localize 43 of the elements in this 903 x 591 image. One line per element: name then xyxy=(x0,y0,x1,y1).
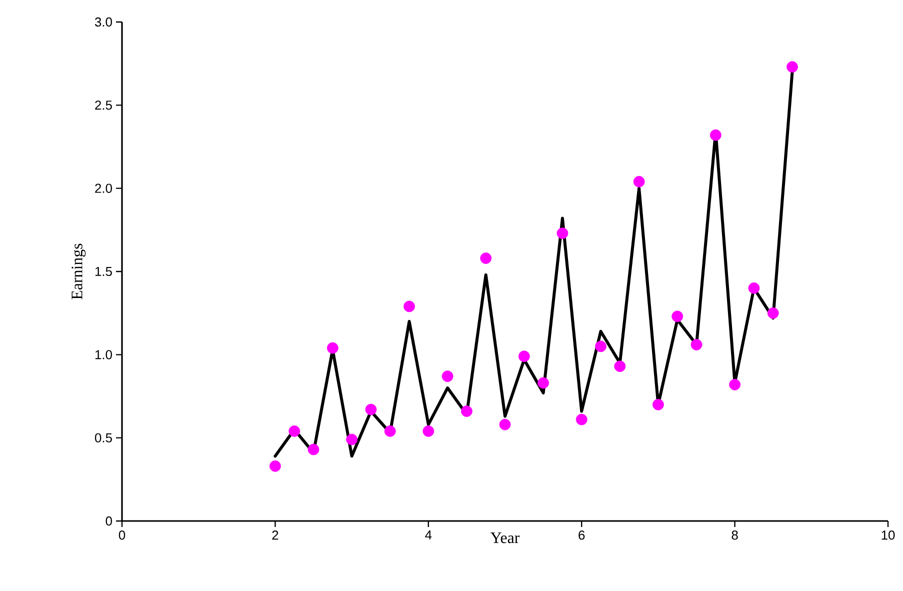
point xyxy=(652,398,664,410)
x-tick-label: 2 xyxy=(272,530,278,540)
point xyxy=(422,425,434,437)
x-tick-label: 4 xyxy=(425,530,432,540)
point xyxy=(326,342,338,354)
y-tick-label: 0 xyxy=(106,516,112,526)
y-tick-label: 1.5 xyxy=(95,266,112,276)
point xyxy=(518,350,530,362)
point xyxy=(461,406,472,417)
point xyxy=(442,370,454,382)
point xyxy=(633,176,645,188)
point xyxy=(346,434,358,446)
y-tick-label: 0.5 xyxy=(94,433,112,442)
point xyxy=(767,307,779,319)
point xyxy=(748,282,760,294)
point xyxy=(690,338,702,350)
point xyxy=(595,340,606,352)
y-tick-label: 1.0 xyxy=(95,350,112,360)
x-tick-label: 8 xyxy=(732,530,738,540)
point xyxy=(556,228,568,239)
point xyxy=(538,377,550,389)
point xyxy=(786,61,798,73)
point xyxy=(614,360,626,372)
y-tick-label: 2.5 xyxy=(95,100,112,110)
point xyxy=(270,460,281,472)
x-axis-title: Year xyxy=(490,532,520,544)
point xyxy=(480,252,492,264)
point xyxy=(288,425,300,437)
point xyxy=(710,129,722,141)
point xyxy=(576,414,588,426)
point xyxy=(308,444,320,456)
x-tick-label: 0 xyxy=(118,530,126,540)
point xyxy=(499,418,511,430)
y-tick-label: 3.0 xyxy=(94,17,112,27)
point xyxy=(365,404,377,416)
y-axis-title: Earnings xyxy=(72,244,86,300)
point xyxy=(404,300,415,312)
point xyxy=(672,310,684,322)
point xyxy=(384,425,396,437)
x-tick-label: 6 xyxy=(578,530,585,540)
point xyxy=(729,378,741,390)
y-tick-label: 2.0 xyxy=(95,184,112,193)
x-tick-label: 10 xyxy=(882,530,895,540)
